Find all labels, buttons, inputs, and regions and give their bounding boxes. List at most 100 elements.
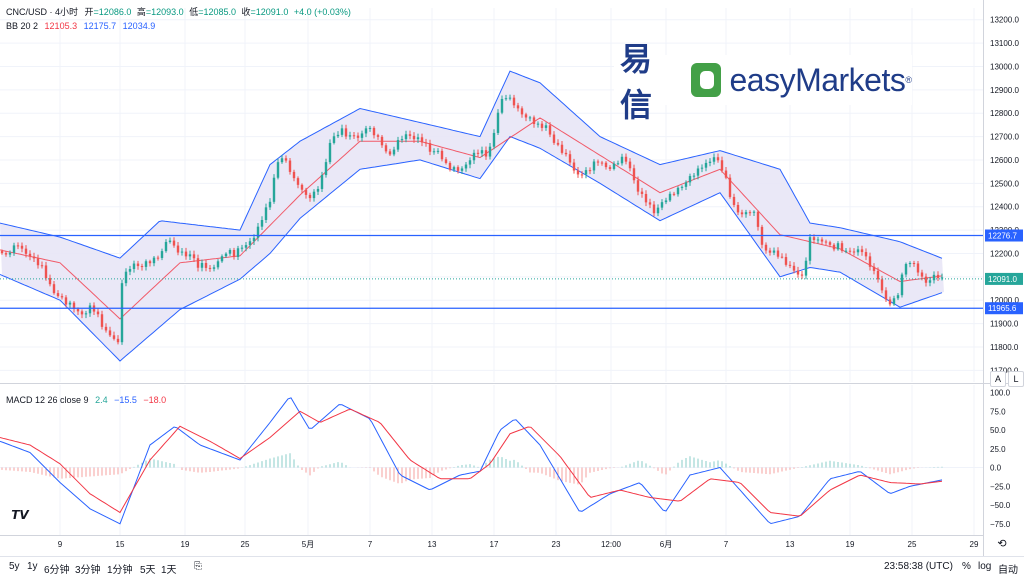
candle-body [844, 250, 848, 252]
candle-body [348, 135, 352, 137]
candle-body [164, 241, 168, 252]
candle-body [216, 261, 220, 268]
candle-body [108, 330, 112, 336]
price-tick-label: 13100.0 [990, 39, 1019, 48]
candle-body [268, 201, 272, 208]
range-1d[interactable]: 1天 [161, 565, 177, 576]
candle-body [816, 239, 820, 241]
candle-body [676, 187, 680, 195]
macd-tick-label: −25.0 [990, 482, 1011, 491]
candle-body [600, 162, 604, 164]
logo-chinese-text: 易信 [620, 40, 654, 124]
candle-body [528, 117, 532, 119]
current-price-label-bg [985, 272, 1023, 285]
date-range-icon[interactable]: ⎘ [194, 561, 202, 572]
time-tick-label: 9 [58, 540, 63, 549]
candle-body [180, 251, 184, 253]
candle-body [176, 245, 180, 253]
percent-toggle[interactable]: % [962, 561, 971, 572]
candle-body [152, 257, 156, 264]
candle-body [408, 134, 412, 136]
candle-body [556, 142, 560, 145]
candle-body [104, 326, 108, 331]
candle-body [356, 135, 360, 138]
candle-body [272, 177, 276, 202]
candle-body [324, 162, 328, 176]
candle-body [940, 277, 944, 279]
upper-line-price-label-bg [985, 229, 1023, 242]
auto-scale-button[interactable]: A [990, 371, 1006, 387]
candle-body [432, 151, 436, 153]
candle-body [704, 162, 708, 168]
log-scale-button[interactable]: L [1008, 371, 1024, 387]
candle-body [524, 114, 528, 118]
candle-body [572, 162, 576, 171]
candle-body [316, 188, 320, 192]
range-1min[interactable]: 1分钟 [107, 565, 133, 576]
range-6min[interactable]: 6分钟 [44, 565, 70, 576]
candle-body [660, 202, 664, 208]
candle-body [4, 253, 8, 255]
candle-body [40, 265, 44, 267]
macd-label[interactable]: MACD 12 26 close 9 [6, 395, 89, 405]
candle-body [320, 175, 324, 189]
candle-body [692, 175, 696, 177]
candle-body [544, 125, 548, 128]
tradingview-logo-icon[interactable]: 𝙏𝙑 [8, 505, 32, 525]
candle-body [252, 237, 256, 242]
time-tick-label: 13 [428, 540, 437, 549]
candle-body [192, 254, 196, 259]
candle-body [168, 240, 172, 242]
candle-body [728, 177, 732, 197]
candle-body [532, 117, 536, 125]
candle-body [512, 97, 516, 106]
candle-body [368, 127, 372, 129]
candle-body [924, 276, 928, 283]
candle-body [460, 168, 464, 171]
range-5d[interactable]: 5天 [140, 565, 156, 576]
candle-body [72, 302, 76, 310]
candle-body [636, 180, 640, 192]
candle-body [8, 252, 12, 255]
log-toggle[interactable]: log [978, 561, 992, 572]
candle-body [360, 133, 364, 138]
candle-body [0, 251, 4, 254]
utc-clock[interactable]: 23:58:38 (UTC) [884, 561, 953, 572]
candle-body [476, 152, 480, 154]
candle-body [500, 98, 504, 113]
bb-label[interactable]: BB 20 2 [6, 21, 39, 31]
candle-body [188, 254, 192, 257]
candle-body [796, 270, 800, 275]
candle-body [884, 290, 888, 300]
goto-date-icon[interactable]: ⟲ [997, 538, 1007, 550]
candle-body [648, 202, 652, 205]
macd-line [0, 397, 943, 525]
candle-body [200, 262, 204, 268]
candle-body [132, 263, 136, 270]
price-tick-label: 11800.0 [990, 343, 1019, 352]
candle-body [396, 140, 400, 150]
ohlc-values: 开=12086.0 高=12093.0 低=12085.0 收=12091.0 … [84, 7, 351, 17]
range-5y[interactable]: 5y [9, 561, 20, 572]
candle-body [644, 193, 648, 203]
candle-body [364, 128, 368, 134]
range-1y[interactable]: 1y [27, 561, 38, 572]
candle-body [520, 108, 524, 115]
candle-body [280, 158, 284, 163]
candle-body [480, 150, 484, 154]
candle-body [208, 267, 212, 269]
auto-toggle[interactable]: 自动 [998, 565, 1018, 576]
candle-body [736, 204, 740, 213]
axes: 13200.013100.013000.012900.012800.012700… [58, 16, 1023, 549]
macd-hist-value: 2.4 [95, 395, 108, 405]
candle-body [628, 161, 632, 169]
time-tick-label: 7 [368, 540, 373, 549]
candle-body [332, 136, 336, 143]
candle-body [864, 252, 868, 257]
candle-body [388, 151, 392, 155]
candle-body [612, 163, 616, 169]
range-3min[interactable]: 3分钟 [75, 565, 101, 576]
symbol-label[interactable]: CNC/USD · 4小时 [6, 7, 79, 17]
